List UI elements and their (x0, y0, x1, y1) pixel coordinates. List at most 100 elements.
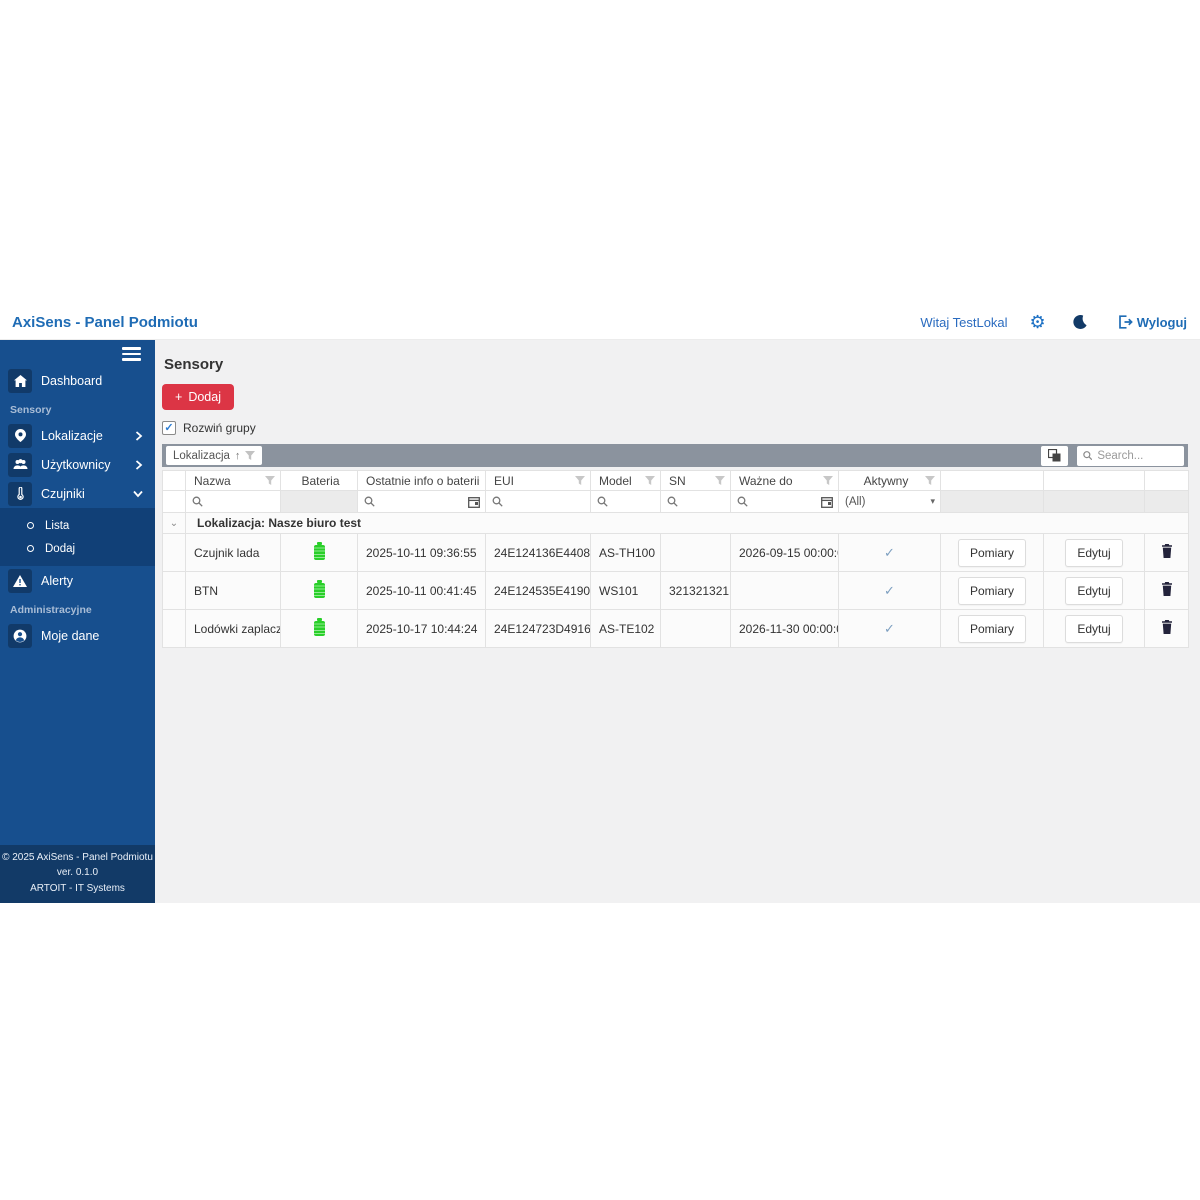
cell-pomiary: Pomiary (940, 533, 1044, 572)
search-icon (597, 496, 608, 507)
sidebar-item-lokalizacje[interactable]: Lokalizacje (0, 421, 155, 450)
main-content: Sensory + Dodaj ✓ Rozwiń grupy Lokalizac… (155, 340, 1200, 903)
calendar-icon[interactable] (821, 496, 833, 508)
filter-cell-actions-1 (940, 490, 1044, 513)
cell-bateria (280, 533, 358, 572)
filter-funnel-icon[interactable] (479, 476, 480, 485)
cell-wazne-do (730, 571, 839, 610)
cell-ostatnie-info: 2025-10-11 09:36:55 (357, 533, 486, 572)
filter-cell-bateria (280, 490, 358, 513)
cell-model: WS101 (590, 571, 661, 610)
filter-funnel-icon[interactable] (245, 451, 256, 460)
edytuj-button[interactable]: Edytuj (1065, 538, 1123, 567)
sidebar-subitem-lista[interactable]: Lista (0, 514, 155, 537)
filter-funnel-icon[interactable] (715, 476, 725, 485)
settings-gear-icon[interactable]: ⚙ (1029, 312, 1046, 332)
sidebar-item-uzytkownicy[interactable]: Użytkownicy (0, 450, 155, 479)
filter-cell-ostatnie-info[interactable] (357, 490, 486, 513)
filter-cell-model[interactable] (590, 490, 661, 513)
hamburger-menu-icon[interactable] (0, 340, 155, 366)
column-header-sn[interactable]: SN (660, 470, 731, 491)
filter-funnel-icon[interactable] (645, 476, 655, 485)
cell-delete (1144, 533, 1189, 572)
calendar-icon[interactable] (468, 496, 480, 508)
filter-cell-actions-3 (1144, 490, 1189, 513)
logout-button[interactable]: Wyloguj (1118, 315, 1187, 330)
dark-mode-moon-icon[interactable] (1072, 314, 1088, 330)
sidebar-item-alerty[interactable]: Alerty (0, 566, 155, 595)
delete-button[interactable] (1157, 616, 1177, 641)
add-button[interactable]: + Dodaj (162, 384, 234, 410)
sidebar-item-czujniki[interactable]: Czujniki (0, 479, 155, 508)
filter-cell-aktywny[interactable]: (All) ▾ (838, 490, 941, 513)
filter-funnel-icon[interactable] (575, 476, 585, 485)
column-chooser-button[interactable] (1041, 445, 1068, 466)
footer-company: ARTOIT - IT Systems (30, 882, 125, 894)
sidebar-item-dashboard[interactable]: Dashboard (0, 366, 155, 395)
column-header-ostatnie-info[interactable]: Ostatnie info o baterii (357, 470, 486, 491)
footer-version: ver. 0.1.0 (56, 867, 99, 878)
expand-groups-label: Rozwiń grupy (183, 421, 256, 435)
search-icon (364, 496, 375, 507)
user-circle-icon (8, 623, 32, 648)
edytuj-button[interactable]: Edytuj (1065, 576, 1123, 605)
sidebar-item-label: Lokalizacje (41, 428, 103, 443)
column-header-actions-2 (1043, 470, 1145, 491)
logout-label: Wyloguj (1136, 314, 1187, 330)
chevron-right-icon (135, 459, 143, 470)
filter-cell-wazne-do[interactable] (730, 490, 839, 513)
cell-ostatnie-info: 2025-10-11 00:41:45 (357, 571, 486, 610)
delete-button[interactable] (1157, 540, 1177, 565)
column-header-wazne-do[interactable]: Ważne do (730, 470, 839, 491)
column-header-nazwa[interactable]: Nazwa (185, 470, 281, 491)
sidebar-section-sensory: Sensory (10, 404, 52, 416)
search-icon (192, 496, 203, 507)
users-icon (8, 452, 32, 477)
group-collapse-icon[interactable]: ⌄ (162, 512, 186, 534)
cell-aktywny: ✓ (838, 571, 941, 610)
pomiary-button[interactable]: Pomiary (957, 576, 1026, 605)
sidebar-subitem-dodaj[interactable]: Dodaj (0, 537, 155, 560)
check-icon: ✓ (884, 582, 895, 598)
search-icon (492, 496, 503, 507)
table-row: BTN 2025-10-11 00:41:45 24E124535E419043… (162, 571, 1189, 610)
expander-column-header (162, 470, 186, 491)
column-header-model[interactable]: Model (590, 470, 661, 491)
check-icon: ✓ (884, 620, 895, 636)
row-expander-cell (162, 533, 186, 572)
delete-button[interactable] (1157, 578, 1177, 603)
filter-funnel-icon[interactable] (265, 476, 275, 485)
group-row-label: Lokalizacja: Nasze biuro test (185, 512, 1189, 534)
filter-funnel-icon[interactable] (823, 476, 833, 485)
footer-copyright: © 2025 AxiSens - Panel Podmiotu (2, 851, 153, 863)
cell-eui: 24E124136E440841 (485, 533, 591, 572)
search-input[interactable] (1097, 449, 1178, 462)
home-icon (8, 368, 32, 393)
expand-groups-checkbox[interactable]: ✓ (162, 421, 176, 435)
cell-edytuj: Edytuj (1043, 533, 1145, 572)
row-expander-cell (162, 571, 186, 610)
filter-cell-nazwa[interactable] (185, 490, 281, 513)
edytuj-button[interactable]: Edytuj (1065, 614, 1123, 643)
pomiary-button[interactable]: Pomiary (957, 538, 1026, 567)
welcome-text: Witaj TestLokal (920, 314, 1008, 330)
group-row: ⌄ Lokalizacja: Nasze biuro test (162, 512, 1189, 534)
column-header-eui[interactable]: EUI (485, 470, 591, 491)
filter-cell-eui[interactable] (485, 490, 591, 513)
column-header-aktywny[interactable]: Aktywny (838, 470, 941, 491)
row-expander-cell (162, 609, 186, 648)
dropdown-caret-icon[interactable]: ▾ (930, 496, 935, 506)
cell-edytuj: Edytuj (1043, 571, 1145, 610)
cell-nazwa: BTN (185, 571, 281, 610)
filter-funnel-icon[interactable] (925, 476, 935, 485)
cell-eui: 24E124535E419043 (485, 571, 591, 610)
filter-row: (All) ▾ (162, 490, 1189, 513)
sensors-table: Nazwa Bateria Ostatnie info o baterii EU… (162, 470, 1189, 648)
column-header-bateria[interactable]: Bateria (280, 470, 358, 491)
cell-delete (1144, 571, 1189, 610)
sidebar-item-moje-dane[interactable]: Moje dane (0, 621, 155, 650)
location-pin-icon (8, 423, 32, 448)
filter-cell-sn[interactable] (660, 490, 731, 513)
group-chip-lokalizacja[interactable]: Lokalizacja ↑ (166, 446, 263, 465)
pomiary-button[interactable]: Pomiary (957, 614, 1026, 643)
